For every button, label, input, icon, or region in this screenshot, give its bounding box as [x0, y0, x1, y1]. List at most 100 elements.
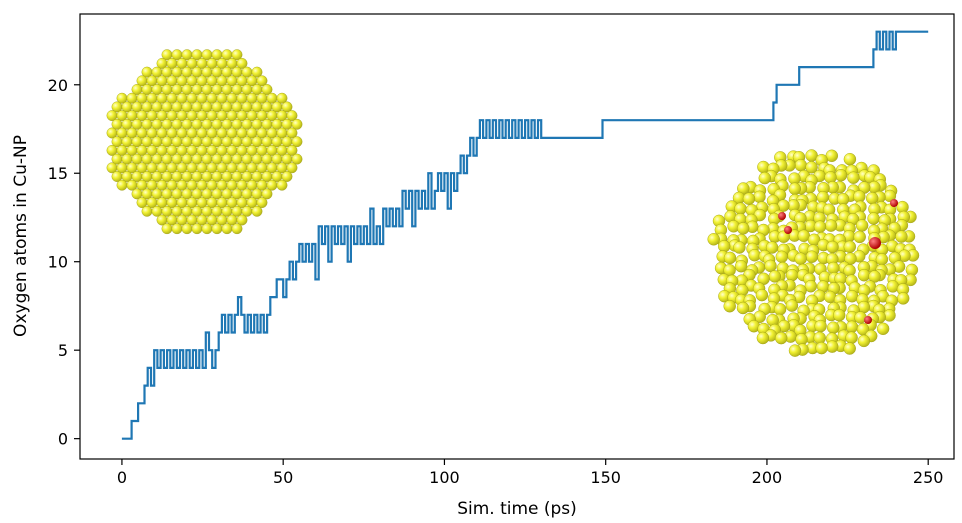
y-axis-title: Oxygen atoms in Cu-NP [11, 135, 31, 337]
cu-atom [758, 171, 771, 185]
cu-atom [845, 331, 858, 344]
cu-atom [723, 251, 737, 265]
cu-atom [843, 342, 856, 355]
y-tick-label: 0 [58, 430, 68, 449]
cu-atom [171, 223, 183, 235]
cu-atom [775, 331, 788, 345]
cu-atom [785, 268, 799, 282]
cu-atom [276, 92, 288, 104]
cu-atom [833, 309, 846, 322]
cu-atom [756, 331, 770, 345]
cu-atom [723, 300, 736, 313]
nanoparticle-insets [106, 49, 920, 357]
oxygen-atom [890, 199, 898, 207]
cu-atom [775, 250, 788, 263]
cu-atom [867, 212, 880, 225]
cu-atom [251, 205, 263, 217]
cu-atom [737, 222, 750, 235]
faceted-nanoparticle-inset [106, 49, 303, 235]
cu-atom [141, 205, 153, 217]
cu-atom [291, 153, 303, 165]
cu-atom [847, 171, 860, 184]
cu-atom [824, 219, 838, 232]
cu-atom [773, 303, 787, 316]
cu-atom [785, 299, 799, 312]
cu-atom [231, 223, 243, 235]
x-tick-label: 50 [273, 468, 293, 487]
cu-atom [236, 214, 248, 226]
cu-atom [733, 241, 746, 254]
cu-atom [161, 223, 173, 235]
cu-atom [181, 223, 193, 235]
cu-atom [788, 182, 801, 195]
y-tick-label: 15 [48, 164, 68, 183]
oxidized-nanoparticle-inset [707, 149, 920, 357]
oxygen-atom [864, 316, 872, 324]
cu-atom [755, 288, 769, 302]
cu-atom [236, 58, 248, 69]
cu-atom [814, 319, 827, 333]
x-tick-label: 150 [590, 468, 621, 487]
cu-atom [281, 101, 293, 113]
cu-atom [764, 259, 777, 273]
x-axis: 0 50 100 150 200 250 [117, 459, 943, 487]
cu-atom [857, 269, 871, 282]
cu-atom [736, 301, 750, 315]
cu-atom [895, 230, 908, 243]
cu-atom [897, 292, 910, 305]
cu-atom [816, 190, 829, 204]
cu-atom [843, 240, 856, 254]
cu-atom [805, 250, 819, 263]
cu-atom [707, 233, 720, 246]
cu-atom [866, 191, 879, 205]
oxygen-atom [784, 226, 792, 234]
cu-atom [815, 341, 828, 355]
cu-atom [734, 260, 748, 273]
cu-atom [261, 84, 273, 95]
cu-atom [256, 75, 268, 87]
y-axis: 0 5 10 15 20 [48, 76, 80, 449]
cu-atom [826, 240, 839, 254]
oxygen-atom [869, 237, 881, 249]
cu-atom [788, 344, 802, 357]
cu-atom [191, 223, 203, 235]
cu-atom [794, 158, 807, 172]
cu-atom [843, 152, 857, 166]
cu-atom [221, 223, 233, 235]
cu-atom [276, 179, 288, 191]
cu-atom [281, 171, 293, 182]
cu-atom [734, 202, 747, 215]
cu-atom [853, 230, 866, 244]
x-axis-title: Sim. time (ps) [457, 499, 577, 518]
cu-atom [211, 223, 223, 235]
cu-atom [805, 161, 818, 174]
oxygen-count-line [121, 30, 929, 440]
cu-atom [836, 192, 850, 206]
y-tick-label: 20 [48, 76, 68, 95]
cu-atom [251, 66, 263, 78]
cu-atom [826, 340, 839, 353]
cu-atom [291, 136, 303, 148]
cu-atom [876, 322, 890, 335]
cu-atom [813, 331, 826, 345]
cu-atom [834, 168, 848, 182]
cu-atom [845, 290, 859, 303]
x-tick-label: 100 [429, 468, 460, 487]
series-layer [121, 30, 929, 440]
y-tick-label: 5 [58, 341, 68, 360]
cu-atom [286, 144, 298, 156]
cu-atom [857, 334, 871, 348]
cu-atom [843, 264, 856, 277]
cu-atom [875, 253, 889, 266]
cu-atom [286, 110, 298, 122]
cu-atom [753, 190, 766, 204]
cu-atom [291, 118, 303, 130]
oxygen-atom [778, 212, 786, 220]
cu-atom [256, 197, 268, 209]
plot-frame [79, 13, 955, 460]
cu-atom [201, 223, 213, 235]
x-tick-label: 200 [752, 468, 783, 487]
cu-atom [813, 220, 827, 233]
